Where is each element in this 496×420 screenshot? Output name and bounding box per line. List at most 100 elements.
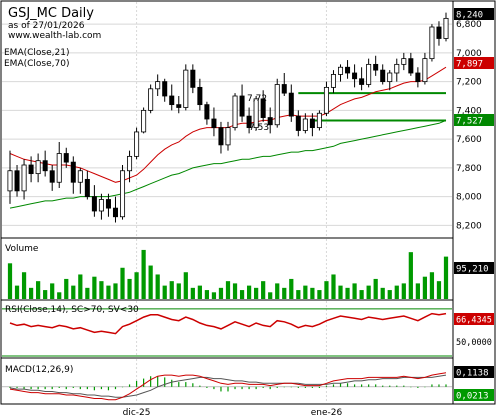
volume-bar (141, 249, 146, 299)
macd-hist-bar (241, 386, 243, 390)
candle-body (218, 127, 224, 146)
macd-hist-bar (213, 386, 215, 390)
candle-body (232, 95, 238, 129)
volume-bar (324, 281, 329, 299)
macd-hist-bar (107, 386, 110, 391)
volume-bar (106, 285, 111, 299)
y-tick-label: 8,000 (456, 193, 482, 203)
y-tick-label: 6,800 (456, 20, 482, 30)
volume-bar (218, 287, 224, 299)
x-tick-label: ene-26 (311, 408, 343, 418)
macd-hist-bar (135, 380, 138, 387)
rsi-label: RSI(Close,14), SC>70, SV<30 (5, 305, 139, 315)
candle-body (211, 118, 217, 129)
macd-signal-line (9, 374, 447, 398)
volume-bar (36, 281, 41, 299)
macd-hist-bar (220, 386, 222, 392)
macd-hist-bar (403, 385, 405, 387)
volume-bar (373, 278, 378, 299)
annotation-upper: 7,72 (247, 94, 267, 104)
macd-hist-bar (23, 386, 25, 390)
macd-hist-bar (51, 386, 53, 390)
hist-badge (454, 389, 494, 401)
candle-body (359, 78, 365, 85)
volume-bar (268, 292, 273, 299)
macd-hist-bar (339, 383, 342, 387)
volume-bar (14, 285, 20, 299)
macd-hist-bar (410, 386, 412, 388)
volume-bar (43, 290, 48, 299)
macd-hist-bar (150, 376, 152, 387)
macd-hist-bar (297, 386, 299, 388)
candle-body (162, 81, 168, 97)
rsi-line (9, 312, 447, 335)
macd-label: MACD(12,26,9) (5, 365, 73, 375)
candle-body (239, 95, 245, 117)
volume-bar (387, 290, 392, 299)
macd-hist-bar (30, 386, 32, 390)
macd-badge-text: 0,1138 (456, 369, 489, 379)
macd-hist-bar (234, 386, 236, 390)
volume-bar (211, 292, 217, 299)
volume-bar (78, 274, 83, 299)
y-tick-label: 8,200 (456, 221, 482, 231)
candle-body (7, 170, 13, 192)
macd-hist-bar (9, 386, 11, 388)
rsi-series (2, 308, 452, 357)
price-series (7, 12, 449, 223)
volume-bar (317, 290, 322, 299)
volume-bar (261, 281, 266, 299)
candle-body (295, 115, 301, 131)
volume-bar (113, 283, 118, 299)
volume-label: Volume (5, 244, 39, 254)
volume-bar (50, 283, 55, 299)
site-url: www.wealth-lab.com (8, 31, 101, 41)
macd-hist-bar (375, 384, 377, 387)
volume-bar (197, 285, 202, 299)
candle-body (274, 84, 280, 126)
volume-bar (169, 281, 174, 299)
y-tick-label: 7,000 (456, 49, 482, 59)
macd-hist-bar (93, 386, 95, 391)
candle-body (401, 58, 407, 65)
ema70-badge-text: 7,527 (456, 117, 483, 127)
rsi-level-text: 50,0000 (456, 338, 492, 348)
macd-hist-bar (382, 385, 384, 387)
macd-hist-bar (16, 386, 18, 388)
macd-hist-bar (325, 385, 328, 387)
macd-hist-bar (424, 386, 426, 388)
macd-hist-bar (368, 384, 370, 387)
macd-hist-bar (164, 377, 166, 387)
rsi-badge (454, 313, 494, 325)
volume-bar (289, 278, 294, 299)
candle-body (127, 155, 133, 172)
candle-body (366, 63, 372, 85)
volume-bar (331, 274, 336, 299)
candle-body (330, 74, 336, 88)
candle-body (323, 86, 329, 114)
rsi-badge-text: 66,4345 (456, 316, 492, 326)
candle-body (281, 84, 287, 94)
candle-body (148, 88, 154, 111)
volume-bar (345, 287, 350, 299)
candle-body (309, 118, 315, 129)
macd-hist-bar (431, 384, 433, 387)
volume-bar (443, 256, 449, 299)
macd-hist-bar (353, 384, 356, 387)
macd-hist-bar (332, 384, 335, 387)
macd-pane (0, 357, 454, 405)
volume-bar (57, 292, 62, 299)
macd-hist-bar (445, 384, 447, 387)
candle-body (28, 164, 34, 175)
volume-bar (352, 283, 357, 299)
macd-hist-bar (255, 386, 257, 390)
macd-hist-bar (262, 386, 264, 388)
macd-hist-bar (121, 386, 124, 388)
candle-body (176, 104, 182, 108)
volume-bar (183, 272, 188, 299)
candle-body (155, 81, 161, 90)
macd-hist-bar (143, 378, 145, 387)
candle-body (253, 98, 259, 129)
candle-body (56, 153, 62, 183)
x-tick-label: dic-25 (123, 408, 151, 418)
